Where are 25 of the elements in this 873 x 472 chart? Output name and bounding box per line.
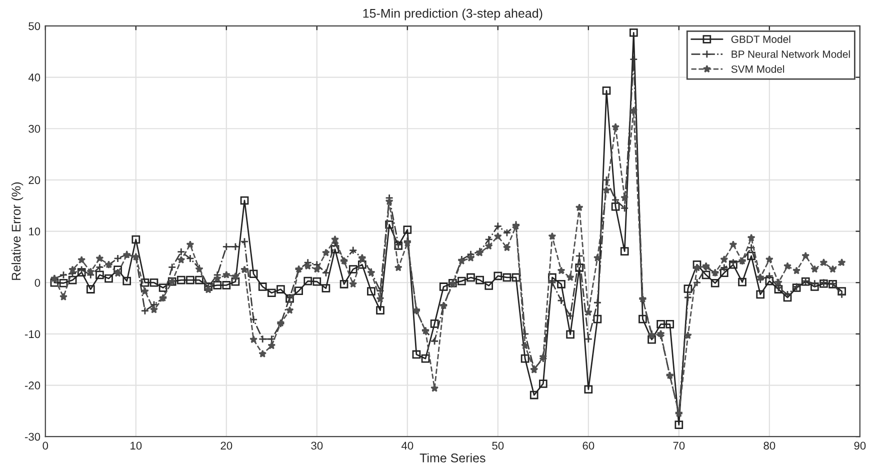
x-tick-label: 30 <box>311 442 323 450</box>
x-tick-label: 0 <box>42 442 48 450</box>
y-axis-title: Relative Error (%) <box>11 182 24 280</box>
y-tick-label: 30 <box>28 124 40 133</box>
y-tick-label: 0 <box>34 278 40 287</box>
y-tick-label: 40 <box>28 74 40 82</box>
chart-title: 15-Min prediction (3-step ahead) <box>363 8 542 20</box>
y-tick-label: 50 <box>28 22 40 30</box>
legend-label: GBDT Model <box>731 35 790 43</box>
x-tick-label: 80 <box>764 442 776 450</box>
x-tick-label: 60 <box>582 442 594 450</box>
x-tick-label: 10 <box>130 442 142 450</box>
legend-label: BP Neural Network Model <box>732 50 850 58</box>
x-axis-title: Time Series <box>420 453 486 462</box>
x-tick-label: 40 <box>401 442 414 450</box>
y-tick-label: -30 <box>24 432 40 441</box>
y-tick-label: 10 <box>29 228 40 236</box>
y-tick-label: 20 <box>28 176 40 184</box>
x-tick-label: 70 <box>673 442 685 450</box>
legend-label: SVM Model <box>731 65 784 73</box>
x-tick-label: 90 <box>854 442 866 450</box>
x-tick-label: 20 <box>220 442 232 450</box>
x-tick-label: 50 <box>492 442 504 450</box>
y-tick-label: -20 <box>24 382 40 390</box>
y-tick-label: -10 <box>24 330 40 338</box>
